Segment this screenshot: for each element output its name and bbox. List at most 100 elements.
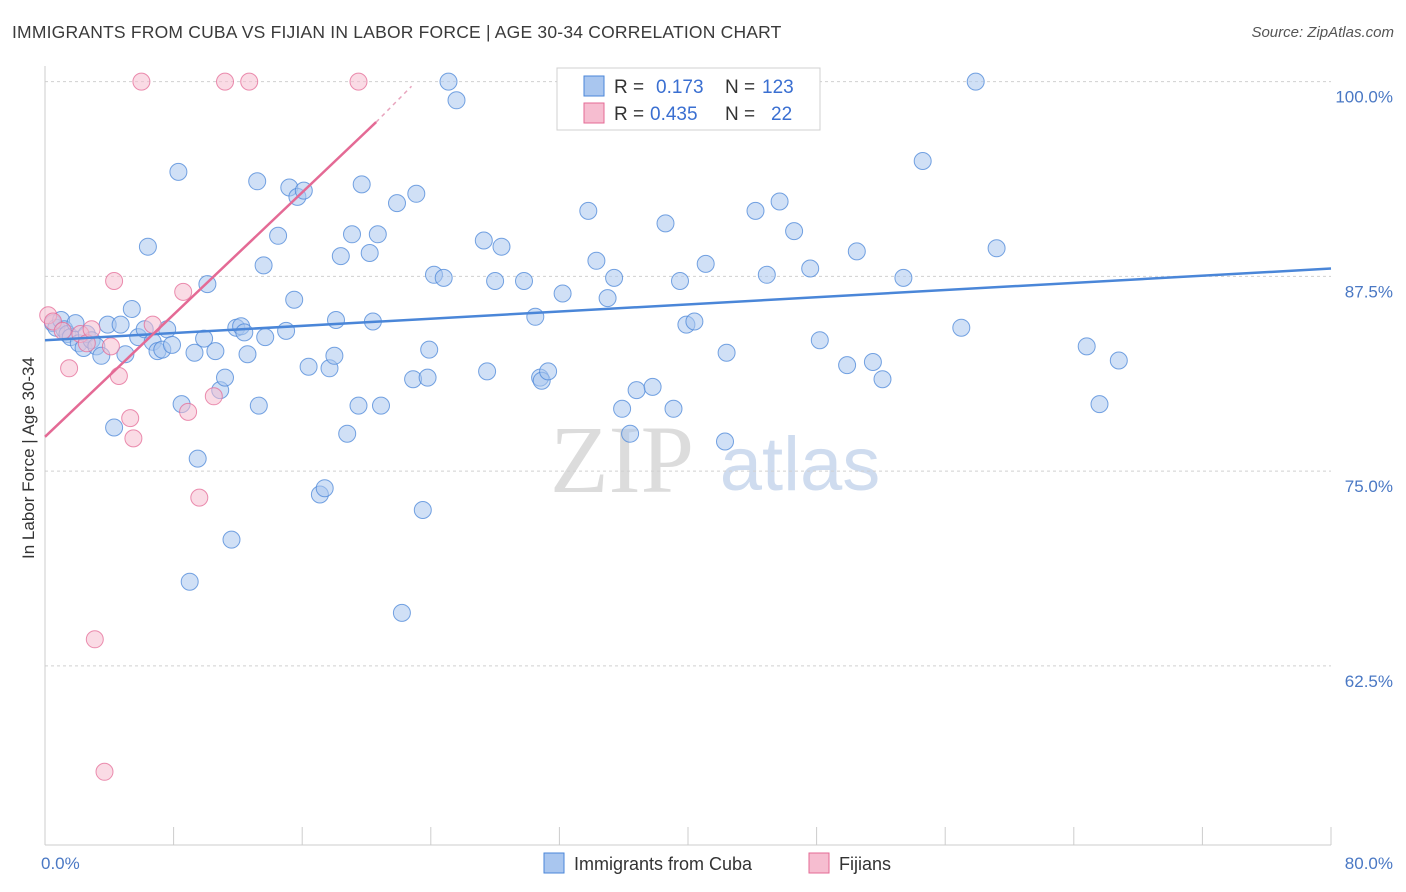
legend-r-value-fijians: 0.435	[650, 104, 698, 125]
bottom-legend-label-cuba: Immigrants from Cuba	[574, 854, 753, 874]
data-point-cuba	[338, 424, 357, 443]
data-point-cuba	[277, 321, 296, 340]
data-point-fijians	[101, 337, 120, 356]
trendline-fijians-extension	[375, 85, 413, 123]
data-point-cuba	[492, 237, 511, 256]
legend-r-label-cuba: R =	[614, 77, 644, 98]
data-point-cuba	[716, 432, 734, 451]
y-tick-label: 62.5%	[1345, 672, 1393, 691]
bottom-legend-swatch-cuba	[543, 852, 565, 874]
legend-r-value-cuba: 0.173	[656, 77, 704, 98]
data-point-cuba	[770, 192, 789, 211]
gridlines	[45, 81, 1331, 667]
data-point-cuba	[372, 396, 390, 415]
legend-n-value-fijians: 22	[771, 104, 792, 125]
data-point-cuba	[785, 222, 804, 241]
legend-n-label-fijians: N =	[725, 104, 755, 125]
data-point-fijians	[179, 402, 198, 421]
x-axis-tick-labels: 0.0% 80.0%	[41, 854, 1393, 873]
data-point-cuba	[685, 312, 704, 331]
data-point-cuba	[539, 362, 558, 381]
data-point-cuba	[235, 323, 254, 342]
data-point-cuba	[966, 72, 985, 91]
data-point-cuba	[598, 289, 617, 308]
data-point-fijians	[85, 630, 104, 649]
data-point-cuba	[579, 201, 598, 220]
chart-source: Source: ZipAtlas.com	[1251, 24, 1394, 41]
data-point-fijians	[174, 282, 193, 301]
data-point-cuba	[526, 307, 545, 326]
data-point-cuba	[222, 530, 241, 549]
data-point-cuba	[656, 214, 675, 233]
legend-swatch-cuba	[583, 75, 605, 97]
data-point-cuba	[664, 399, 683, 418]
legend: R = 0.173 N = 123 R = 0.435 N = 22	[556, 67, 821, 131]
data-point-cuba	[331, 247, 350, 266]
data-point-cuba	[315, 479, 334, 498]
data-point-cuba	[439, 72, 458, 91]
data-point-cuba	[605, 268, 624, 287]
y-axis-title: In Labor Force | Age 30-34	[19, 357, 38, 559]
data-point-cuba	[553, 284, 572, 303]
data-point-cuba	[180, 572, 199, 591]
data-point-cuba	[987, 239, 1006, 258]
data-point-cuba	[185, 343, 204, 362]
data-point-cuba	[420, 340, 439, 359]
trendline-cuba	[44, 267, 1332, 342]
legend-swatch-fijians	[583, 102, 605, 124]
data-point-cuba	[388, 194, 406, 213]
bottom-legend: Immigrants from Cuba Fijians	[543, 852, 891, 874]
y-axis-tick-labels: 100.0% 87.5% 75.0% 62.5%	[1335, 88, 1393, 691]
data-point-cuba	[474, 231, 493, 250]
data-point-cuba	[256, 328, 275, 347]
legend-n-label-cuba: N =	[725, 77, 755, 98]
data-point-fijians	[216, 72, 234, 91]
data-point-cuba	[206, 342, 225, 361]
data-point-cuba	[343, 225, 361, 244]
data-point-cuba	[327, 311, 345, 329]
data-point-cuba	[746, 201, 765, 220]
data-point-cuba	[1090, 395, 1109, 414]
data-point-cuba	[627, 381, 646, 400]
data-point-cuba	[105, 418, 124, 437]
data-point-cuba	[478, 362, 497, 381]
data-point-cuba	[349, 396, 368, 415]
data-point-cuba	[810, 331, 829, 350]
data-point-cuba	[643, 377, 662, 396]
data-point-cuba	[1109, 351, 1128, 370]
y-tick-label: 100.0%	[1335, 88, 1393, 107]
data-point-cuba	[238, 345, 257, 364]
data-point-cuba	[757, 265, 776, 284]
data-point-fijians	[190, 488, 209, 507]
data-point-cuba	[847, 242, 866, 261]
data-point-cuba	[188, 449, 207, 468]
data-point-cuba	[407, 184, 426, 203]
data-point-fijians	[109, 367, 128, 385]
y-tick-label: 75.0%	[1345, 477, 1393, 496]
data-point-cuba	[122, 300, 141, 318]
data-point-cuba	[515, 272, 533, 290]
data-point-cuba	[696, 254, 715, 273]
trendlines	[44, 85, 1332, 438]
data-point-cuba	[418, 368, 437, 387]
data-point-cuba	[352, 175, 371, 194]
data-point-cuba	[434, 268, 453, 287]
data-point-fijians	[121, 409, 140, 428]
data-point-cuba	[801, 259, 820, 278]
data-point-cuba	[613, 399, 632, 418]
trendline-fijians	[44, 121, 378, 438]
bottom-legend-swatch-fijians	[808, 852, 830, 874]
data-point-cuba	[1077, 337, 1096, 356]
data-point-fijians	[349, 72, 368, 91]
data-point-cuba	[717, 343, 736, 362]
data-point-fijians	[105, 272, 124, 290]
data-point-cuba	[163, 335, 181, 354]
data-point-cuba	[248, 172, 267, 191]
y-tick-label: 87.5%	[1345, 282, 1393, 301]
data-point-cuba	[894, 268, 913, 287]
data-point-cuba	[486, 272, 505, 290]
data-point-cuba	[216, 368, 234, 387]
watermark: ZIP atlas	[550, 406, 880, 513]
series-fijians	[39, 72, 368, 781]
data-point-cuba	[325, 346, 344, 365]
